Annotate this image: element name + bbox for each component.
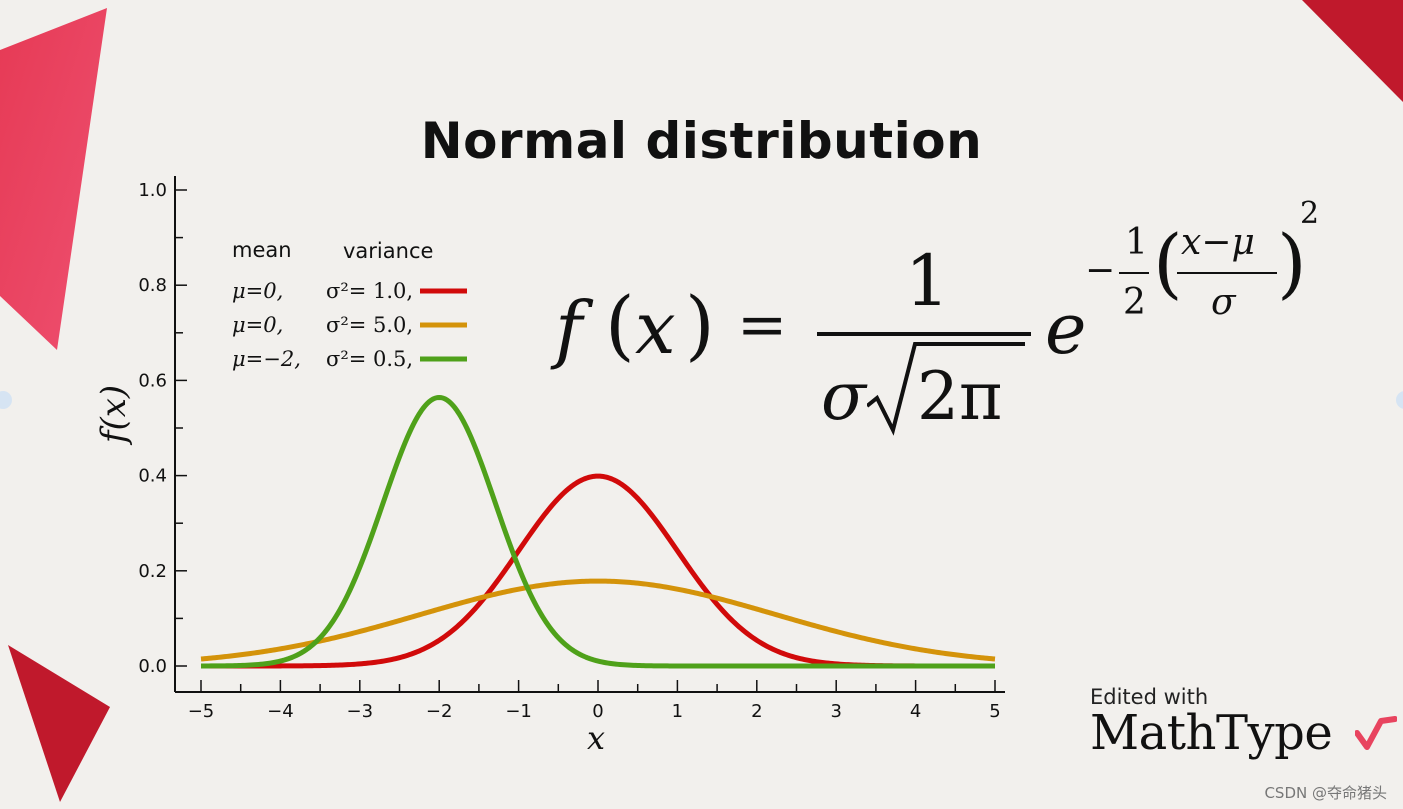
- y-tick-label: 0.8: [138, 275, 167, 296]
- exp-inner-num: x−μ: [1181, 222, 1255, 263]
- tick-marks: [175, 189, 996, 692]
- x-tick-label: −3: [347, 701, 374, 722]
- formula-close-paren: ): [685, 280, 715, 369]
- exp-minus: −: [1085, 250, 1116, 291]
- y-tick-label: 0.4: [138, 466, 167, 487]
- mathtype-logo-text: MathType: [1090, 705, 1333, 761]
- x-tick-label: −2: [426, 701, 453, 722]
- x-tick-label: 1: [672, 701, 683, 722]
- formula-open-paren: (: [605, 280, 635, 369]
- y-tick-label: 0.0: [138, 656, 167, 677]
- series-curve-3: [200, 394, 996, 669]
- formula-x: x: [635, 286, 676, 370]
- legend-mean-label: μ=0,: [232, 279, 283, 303]
- formula-equals: =: [737, 290, 788, 360]
- legend-variance-label: σ²= 5.0,: [326, 313, 413, 337]
- legend-header-variance: variance: [343, 239, 433, 263]
- y-tick-label: 1.0: [138, 180, 167, 201]
- legend-variance-label: σ²= 1.0,: [326, 279, 413, 303]
- x-tick-label: −5: [188, 701, 215, 722]
- right-nav-dot[interactable]: [1396, 391, 1403, 409]
- exp-open-paren: (: [1153, 218, 1183, 307]
- legend-header-mean: mean: [232, 238, 292, 262]
- pink-triangle-shape: [0, 8, 107, 350]
- axes: [174, 176, 1005, 693]
- x-tick-label: 5: [989, 701, 1000, 722]
- chart-title: Normal distribution: [420, 112, 983, 170]
- edited-with-label: Edited with: [1090, 685, 1209, 709]
- exp-half-den: 2: [1123, 282, 1146, 323]
- formula-numerator: 1: [905, 240, 950, 322]
- red-corner-shape: [1302, 0, 1403, 102]
- x-axis-label: x: [587, 719, 605, 757]
- legend-mean-label: μ=−2,: [232, 347, 301, 371]
- legend-variance-label: σ²= 0.5,: [326, 347, 413, 371]
- mathtype-logo: MathType: [1090, 705, 1398, 761]
- exp-half-num: 1: [1125, 222, 1148, 263]
- exp-half-bar: [1119, 272, 1149, 274]
- x-tick-label: −1: [505, 701, 532, 722]
- exp-inner-bar: [1177, 272, 1277, 274]
- formula-e: e: [1045, 288, 1087, 370]
- x-tick-label: 0: [592, 701, 603, 722]
- x-tick-label: 2: [751, 701, 762, 722]
- x-tick-label: −4: [267, 701, 294, 722]
- fraction-bar: [817, 332, 1031, 336]
- y-axis-label: f(x): [94, 385, 134, 446]
- exp-power: 2: [1300, 196, 1320, 231]
- red-triangle-shape: [8, 645, 110, 802]
- sqrt-sign: [867, 342, 1025, 436]
- exp-inner-den: σ: [1211, 282, 1236, 323]
- left-nav-dot[interactable]: [0, 391, 12, 409]
- formula-f: f: [555, 286, 583, 372]
- tick-labels: −5 −4 −3 −2 −1 0 1 2 3 4 5 0.0 0.2 0.4 0.6 0.8 1.0: [138, 180, 1000, 722]
- series-curves: [200, 394, 996, 669]
- normal-pdf-formula: f ( x ) = 1 σ 2π e − 1 2 ( x−μ σ ) 2: [555, 196, 1335, 460]
- formula-sigma: σ: [821, 358, 867, 435]
- mathtype-branding: Edited with MathType: [1090, 685, 1398, 761]
- legend-mean-label: μ=0,: [232, 313, 283, 337]
- x-tick-label: 4: [910, 701, 921, 722]
- mathtype-check-icon: [1354, 716, 1398, 750]
- x-tick-label: 3: [830, 701, 841, 722]
- y-tick-label: 0.6: [138, 370, 167, 391]
- legend: mean variance μ=0, σ²= 1.0, μ=0, σ²= 5.0, μ=−2…: [232, 238, 467, 371]
- watermark: CSDN @夺命猪头: [1264, 784, 1387, 802]
- series-curve-2: [200, 578, 996, 662]
- exp-close-paren: ): [1277, 218, 1307, 307]
- y-tick-label: 0.2: [138, 561, 167, 582]
- formula-radicand: 2π: [917, 358, 1003, 435]
